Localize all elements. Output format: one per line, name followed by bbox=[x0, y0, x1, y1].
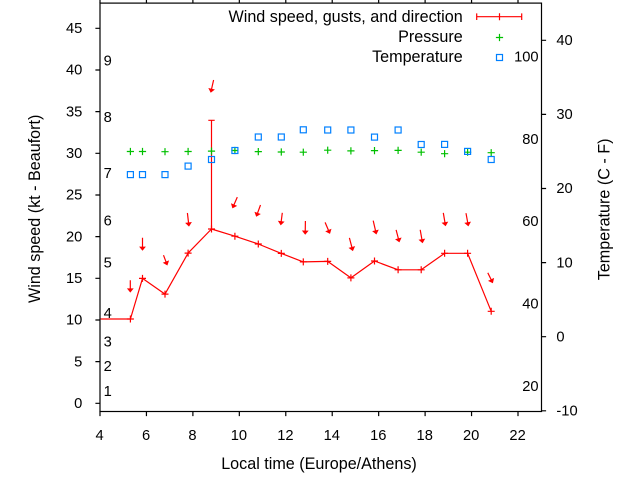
svg-text:6: 6 bbox=[142, 428, 150, 444]
svg-text:5: 5 bbox=[74, 354, 82, 370]
svg-text:45: 45 bbox=[66, 21, 82, 37]
svg-text:10: 10 bbox=[556, 255, 572, 271]
svg-text:18: 18 bbox=[417, 428, 433, 444]
svg-text:100: 100 bbox=[514, 50, 539, 66]
svg-text:10: 10 bbox=[231, 428, 247, 444]
svg-text:30: 30 bbox=[66, 146, 82, 162]
svg-text:12: 12 bbox=[277, 428, 293, 444]
svg-text:Wind speed (kt - Beaufort): Wind speed (kt - Beaufort) bbox=[26, 115, 44, 303]
svg-text:25: 25 bbox=[66, 188, 82, 204]
svg-text:60: 60 bbox=[522, 214, 538, 230]
svg-text:Wind speed, gusts, and directi: Wind speed, gusts, and direction bbox=[229, 8, 463, 26]
svg-text:40: 40 bbox=[556, 33, 572, 49]
svg-text:9: 9 bbox=[104, 54, 112, 70]
svg-text:Local time (Europe/Athens): Local time (Europe/Athens) bbox=[221, 455, 417, 473]
svg-text:35: 35 bbox=[66, 104, 82, 120]
svg-text:20: 20 bbox=[66, 229, 82, 245]
svg-text:80: 80 bbox=[522, 132, 538, 148]
svg-text:20: 20 bbox=[522, 379, 538, 395]
svg-text:4: 4 bbox=[96, 428, 104, 444]
svg-text:15: 15 bbox=[66, 271, 82, 287]
svg-text:40: 40 bbox=[522, 297, 538, 313]
svg-text:7: 7 bbox=[104, 166, 112, 182]
svg-text:14: 14 bbox=[324, 428, 340, 444]
svg-text:-10: -10 bbox=[556, 404, 577, 420]
svg-text:40: 40 bbox=[66, 63, 82, 79]
svg-text:Temperature (C - F): Temperature (C - F) bbox=[596, 139, 614, 281]
svg-text:16: 16 bbox=[370, 428, 386, 444]
svg-text:6: 6 bbox=[104, 213, 112, 229]
svg-text:Temperature: Temperature bbox=[372, 48, 463, 66]
svg-text:20: 20 bbox=[556, 181, 572, 197]
svg-text:8: 8 bbox=[104, 110, 112, 126]
svg-text:8: 8 bbox=[188, 428, 196, 444]
svg-text:0: 0 bbox=[74, 396, 82, 412]
svg-text:20: 20 bbox=[463, 428, 479, 444]
svg-text:3: 3 bbox=[104, 335, 112, 351]
svg-text:10: 10 bbox=[66, 313, 82, 329]
svg-text:2: 2 bbox=[104, 359, 112, 375]
svg-text:5: 5 bbox=[104, 255, 112, 271]
svg-text:30: 30 bbox=[556, 107, 572, 123]
svg-text:1: 1 bbox=[104, 384, 112, 400]
svg-text:0: 0 bbox=[556, 329, 564, 345]
svg-text:22: 22 bbox=[509, 428, 525, 444]
svg-text:4: 4 bbox=[104, 306, 112, 322]
svg-text:Pressure: Pressure bbox=[398, 28, 463, 46]
